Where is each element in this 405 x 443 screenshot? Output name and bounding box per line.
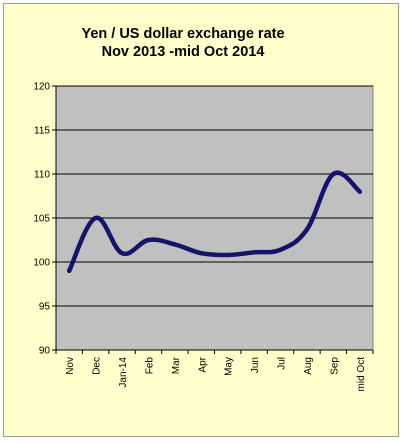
axes xyxy=(52,85,374,354)
data-point xyxy=(225,252,230,258)
data-point xyxy=(146,237,151,243)
chart-title-line-2: Nov 2013 -mid Oct 2014 xyxy=(102,44,265,60)
series xyxy=(66,170,363,274)
x-tick-label: Nov xyxy=(65,357,76,375)
data-point xyxy=(67,268,72,273)
x-tick-label: May xyxy=(224,357,235,376)
data-point xyxy=(357,189,362,194)
y-tick-label: 105 xyxy=(33,214,50,225)
data-point xyxy=(199,251,204,256)
x-tick-label: Feb xyxy=(144,357,155,375)
x-tick-label: Jul xyxy=(277,357,288,370)
y-tick-label: 110 xyxy=(34,170,50,181)
x-tick-label: Mar xyxy=(171,356,182,374)
x-tick-label: Jun xyxy=(250,357,261,373)
data-point xyxy=(304,227,310,232)
y-tick-label: 120 xyxy=(33,82,50,93)
tick-labels: 90 95 100 105 110 115 120 Nov Dec Jan-14 Feb Mar Apr… xyxy=(33,82,366,392)
data-point xyxy=(119,251,125,256)
series-line xyxy=(66,170,363,274)
x-tick-label: Dec xyxy=(92,357,103,375)
x-tick-label: Apr xyxy=(197,356,208,372)
data-point xyxy=(172,242,178,247)
data-point xyxy=(251,250,257,255)
gridlines xyxy=(56,85,373,307)
y-tick-label: 95 xyxy=(39,302,51,313)
x-tick-label: Sep xyxy=(329,357,340,375)
data-point xyxy=(278,247,283,252)
x-tick-label: Aug xyxy=(303,357,314,375)
x-tick-label: Jan-14 xyxy=(118,357,129,388)
data-point xyxy=(331,171,336,177)
y-tick-label: 115 xyxy=(34,126,50,137)
x-tick-label: mid Oct xyxy=(356,357,367,392)
chart-title-line-1: Yen / US dollar exchange rate xyxy=(81,26,284,42)
y-tick-label: 100 xyxy=(33,258,50,269)
data-point xyxy=(93,215,98,221)
y-tick-label: 90 xyxy=(39,346,51,357)
